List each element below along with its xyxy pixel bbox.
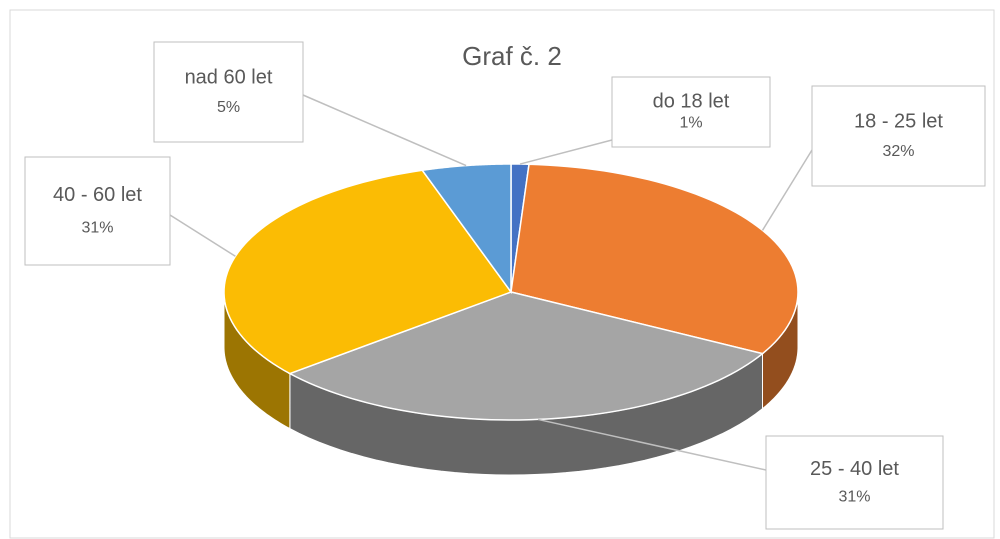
value-label: 31% — [838, 489, 870, 506]
label-box — [24, 156, 171, 266]
label-box — [765, 435, 944, 530]
value-label: 31% — [81, 219, 113, 236]
category-label: nad 60 let — [185, 66, 273, 88]
label-box — [811, 85, 986, 187]
leader-line — [761, 149, 813, 231]
category-label: 40 - 60 let — [53, 184, 142, 206]
value-label: 32% — [882, 143, 914, 160]
label-box — [611, 76, 771, 148]
leader-line — [519, 139, 613, 165]
category-label: 18 - 25 let — [854, 110, 943, 132]
value-label: 5% — [217, 99, 240, 116]
category-label: do 18 let — [653, 90, 730, 112]
label-box — [153, 41, 304, 143]
category-label: 25 - 40 let — [810, 458, 899, 480]
leader-line — [169, 214, 236, 257]
leader-line — [302, 94, 467, 167]
chart-title: Graf č. 2 — [462, 41, 562, 71]
value-label: 1% — [679, 114, 702, 131]
leader-line — [537, 418, 767, 471]
